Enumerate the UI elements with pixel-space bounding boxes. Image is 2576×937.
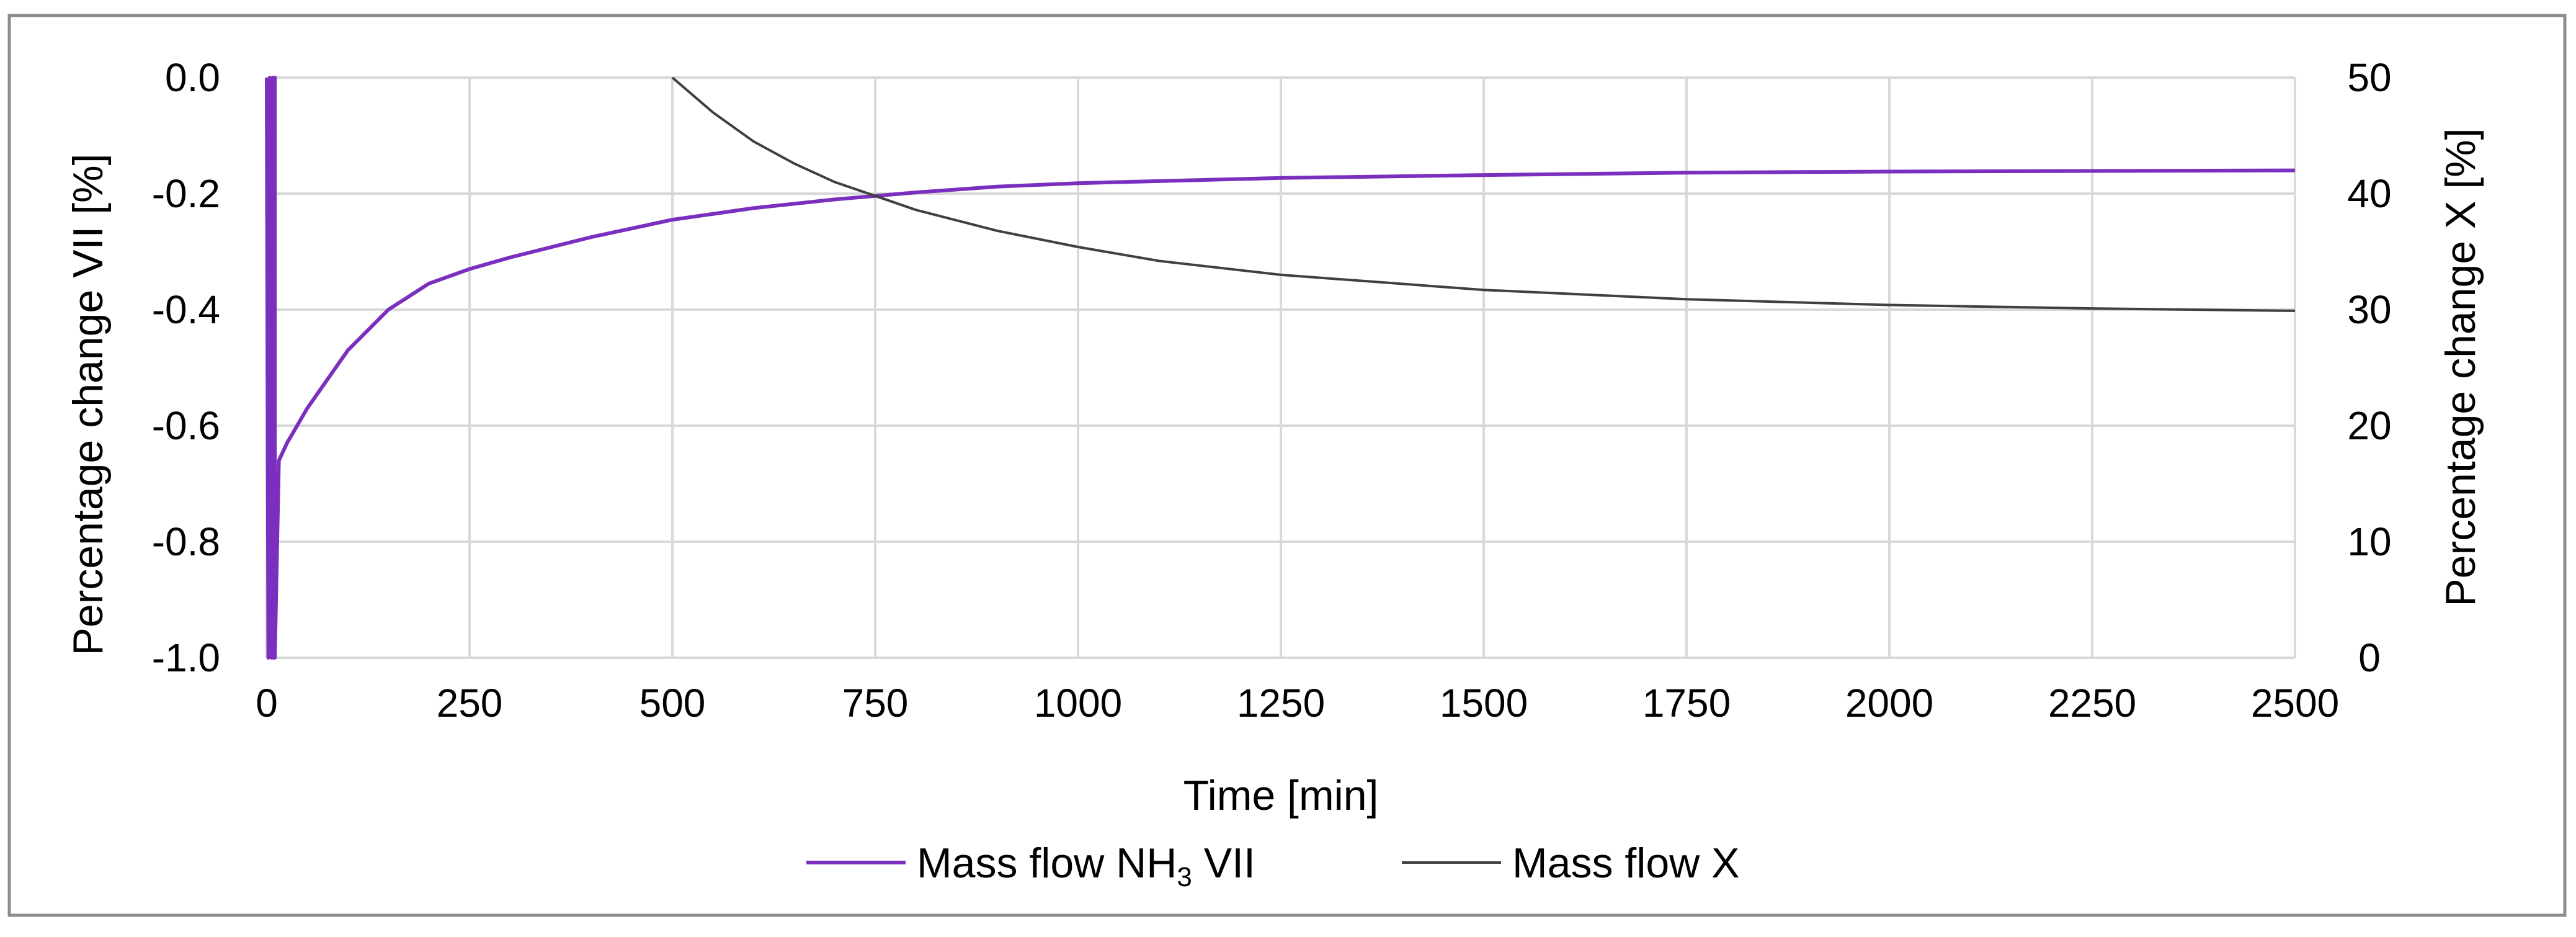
x-tick-label: 1500 [1440,681,1528,725]
legend-label-nh3-vii: Mass flow NH3 VII [917,840,1255,892]
y-left-tick-label: -0.4 [152,287,220,332]
series-layer [265,76,2296,660]
y-right-tick-label: 20 [2347,403,2391,448]
y-right-tick-label: 0 [2358,635,2381,680]
x-axis-title: Time [min] [1183,772,1379,819]
legend-label-nh3-main: Mass flow NH [917,840,1177,887]
x-tick-label: 1250 [1237,681,1325,725]
x-tick-label: 0 [256,681,278,725]
y-right-tick-label: 50 [2347,55,2391,100]
y-right-tick-label: 10 [2347,519,2391,564]
y-right-tick-label: 40 [2347,171,2391,216]
legend-label-x: Mass flow X [1512,840,1740,887]
legend-label-nh3-tail: VII [1192,840,1255,887]
y-axis-right-title: Percentage change X [%] [2437,128,2484,606]
y-left-tick-label: -1.0 [152,635,220,680]
x-tick-label: 2250 [2048,681,2136,725]
x-tick-label: 1750 [1642,681,1731,725]
y-right-tick-label: 30 [2347,287,2391,332]
x-tick-label: 500 [640,681,706,725]
y-left-tick-label: 0.0 [165,55,220,100]
x-tick-label: 2000 [1845,681,1933,725]
legend-label-nh3-subscript: 3 [1177,862,1192,892]
tick-labels: 0 250 500 750 1000 1250 1500 1750 2000 2250 25000.… [152,55,2392,725]
series-line-nh3-vii [265,76,2296,660]
x-tick-label: 2500 [2251,681,2339,725]
legend: Mass flow NH3 VII Mass flow X [806,840,1740,892]
x-tick-label: 250 [437,681,503,725]
chart-frame [7,14,2567,917]
x-tick-label: 1000 [1034,681,1122,725]
y-left-tick-label: -0.6 [152,403,220,448]
y-left-tick-label: -0.8 [152,519,220,564]
y-left-tick-label: -0.2 [152,171,220,216]
series-line-x [671,76,2296,312]
y-axis-left-title: Percentage change VII [%] [65,154,112,656]
x-tick-label: 750 [842,681,909,725]
